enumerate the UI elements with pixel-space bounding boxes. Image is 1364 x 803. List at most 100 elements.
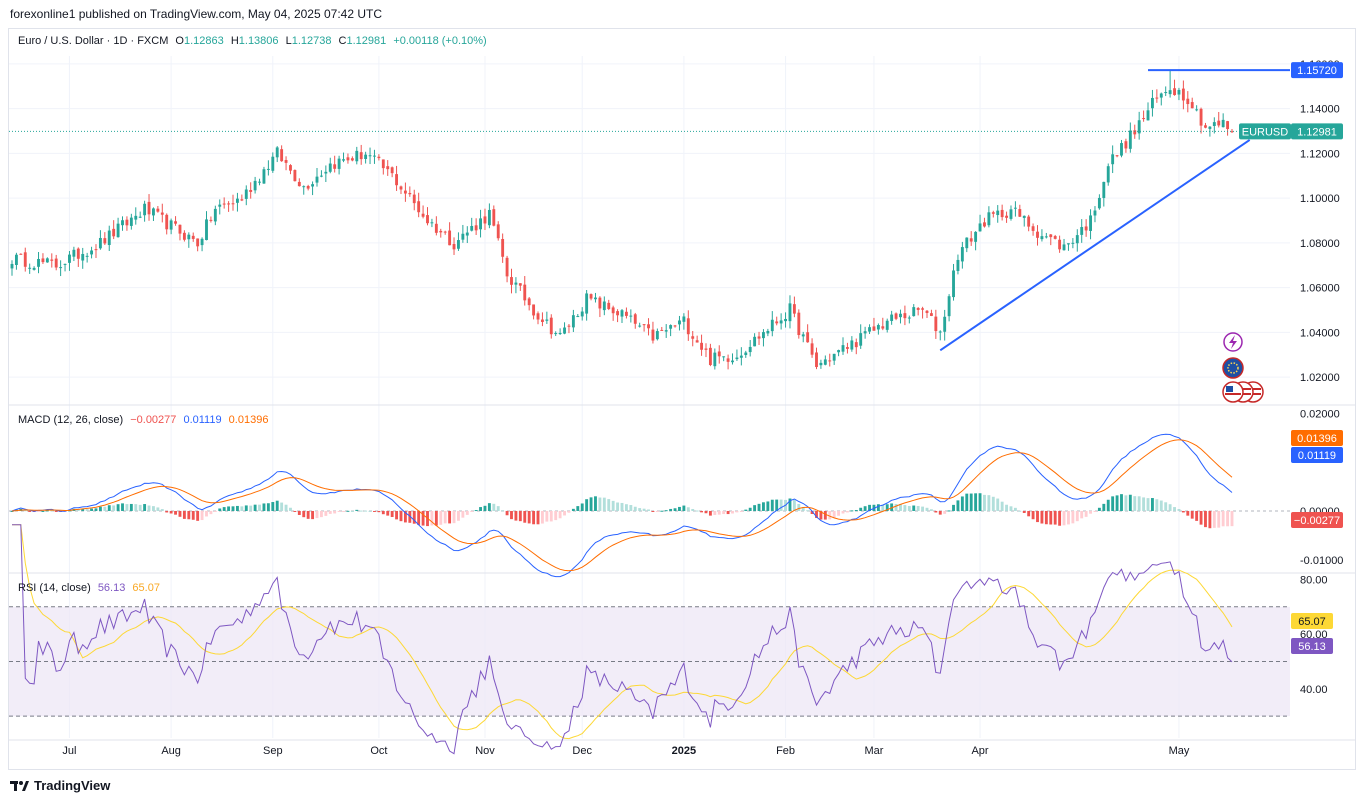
symbol-legend[interactable]: Euro / U.S. Dollar · 1D · FXCM O1.12863 …: [18, 35, 491, 47]
chart-canvas[interactable]: 1.02000 1.04000 1.06000 1.08000 1.10000 1.120…: [0, 0, 1364, 772]
candle-body: [983, 222, 986, 227]
candle-body: [187, 234, 191, 240]
macd-hist-bar: [589, 497, 593, 511]
macd-hist-bar: [797, 503, 801, 511]
macd-hist-bar: [1150, 498, 1154, 511]
rsi-legend[interactable]: RSI (14, close) 56.13 65.07: [18, 582, 164, 594]
candle-body: [633, 314, 637, 324]
price-pane[interactable]: [9, 69, 1290, 370]
rsi-ma-line: [12, 524, 1233, 740]
macd-hist-bar: [1230, 510, 1234, 527]
symbol-tag: [1239, 123, 1291, 140]
candle-body: [987, 212, 991, 226]
macd-hist-bar: [651, 510, 655, 512]
macd-hist-bar: [1013, 507, 1017, 511]
macd-hist-bar: [660, 510, 664, 512]
macd-value-tag-text: −0.00277: [1294, 515, 1340, 527]
rsi-line: [12, 524, 1233, 755]
macd-hist-bar: [191, 510, 195, 520]
event-icons[interactable]: [1222, 332, 1264, 403]
macd-hist-bar: [647, 509, 650, 511]
candle-body: [1181, 88, 1185, 101]
candle-body: [1195, 109, 1199, 111]
candle-body: [819, 362, 823, 366]
candle-body: [1204, 125, 1207, 128]
candle-body: [213, 208, 217, 222]
macd-hist-bar: [965, 493, 969, 511]
macd-hist-bar: [717, 510, 721, 515]
candle-body: [156, 208, 160, 212]
candle-body: [921, 308, 925, 310]
rsi-title[interactable]: RSI (14, close): [18, 582, 91, 594]
candle-body: [474, 225, 478, 231]
macd-hist-bar: [885, 504, 889, 511]
candle-body: [868, 327, 871, 332]
candle-body: [1111, 154, 1115, 165]
macd-hist-bar: [1053, 510, 1057, 525]
macd-hist-bar: [408, 510, 412, 523]
macd-hist-bar: [1173, 507, 1176, 511]
candle-body: [1000, 209, 1004, 218]
candle-body: [907, 317, 911, 319]
symbol-title[interactable]: Euro / U.S. Dollar · 1D · FXCM: [18, 35, 169, 47]
eu-flag-icon[interactable]: [1222, 357, 1244, 379]
macd-hist-bar: [94, 508, 98, 511]
macd-hist-bar: [37, 510, 40, 512]
macd-hist-bar: [143, 504, 147, 511]
candle-body: [103, 238, 107, 244]
macd-hist-bar: [1190, 510, 1194, 519]
macd-hist-bar: [1137, 496, 1141, 511]
macd-hist-bar: [788, 498, 792, 511]
macd-hist-bar: [165, 510, 169, 513]
macd-hist-bar: [443, 510, 447, 524]
candle-body: [514, 282, 518, 285]
macd-hist-bar: [1036, 510, 1039, 523]
candle-body: [797, 312, 801, 336]
macd-hist-bar: [381, 510, 385, 515]
macd-hist-bar: [567, 510, 571, 513]
macd-hist-bar: [845, 510, 849, 513]
macd-legend[interactable]: MACD (12, 26, close) −0.00277 0.01119 0.…: [18, 414, 272, 426]
macd-hist-bar: [1097, 507, 1101, 511]
macd-hist-bar: [700, 510, 704, 513]
candle-body: [1137, 120, 1141, 134]
macd-hist-bar: [969, 493, 973, 511]
rsi-value-tag-text: 56.13: [1298, 641, 1326, 653]
macd-hist-bar: [1089, 510, 1092, 514]
candle-body: [872, 326, 876, 331]
axis-layer: 1.02000 1.04000 1.06000 1.08000 1.10000 1.120…: [62, 59, 1343, 757]
macd-hist-bar: [297, 510, 301, 515]
macd-hist-bar: [1040, 510, 1044, 524]
macd-hist-bar: [45, 510, 49, 512]
rsi-pane[interactable]: [9, 524, 1290, 755]
macd-hist-bar: [540, 510, 544, 524]
candle-body: [443, 231, 447, 233]
price-tick-label: 1.02000: [1300, 372, 1340, 384]
macd-hist-bar: [881, 504, 885, 511]
time-tick-label: Mar: [864, 745, 883, 757]
time-tick-label: 2025: [672, 745, 696, 757]
us-flag-icon[interactable]: [1222, 381, 1264, 403]
candle-body: [947, 296, 951, 317]
candle-body: [863, 331, 867, 334]
macd-hist-bar: [218, 508, 222, 511]
macd-hist-bar: [1031, 510, 1035, 520]
candle-body: [722, 356, 726, 358]
macd-hist-bar: [638, 508, 642, 511]
candle-body: [523, 284, 527, 301]
candle-body: [10, 263, 14, 269]
macd-title[interactable]: MACD (12, 26, close): [18, 414, 124, 426]
macd-hist-bar: [974, 493, 978, 511]
time-tick-label: Nov: [475, 745, 495, 757]
candle-body: [651, 329, 655, 341]
macd-hist-bar: [775, 499, 779, 511]
candle-body: [1230, 131, 1234, 133]
tradingview-logo[interactable]: TradingView: [10, 778, 110, 793]
macd-pane[interactable]: [9, 433, 1290, 578]
macd-hist-bar: [1115, 495, 1119, 511]
lightning-icon[interactable]: [1223, 332, 1243, 352]
candle-body: [1062, 244, 1066, 251]
candle-body: [218, 204, 222, 207]
macd-hist-bar: [386, 510, 390, 516]
candle-body: [174, 221, 177, 224]
